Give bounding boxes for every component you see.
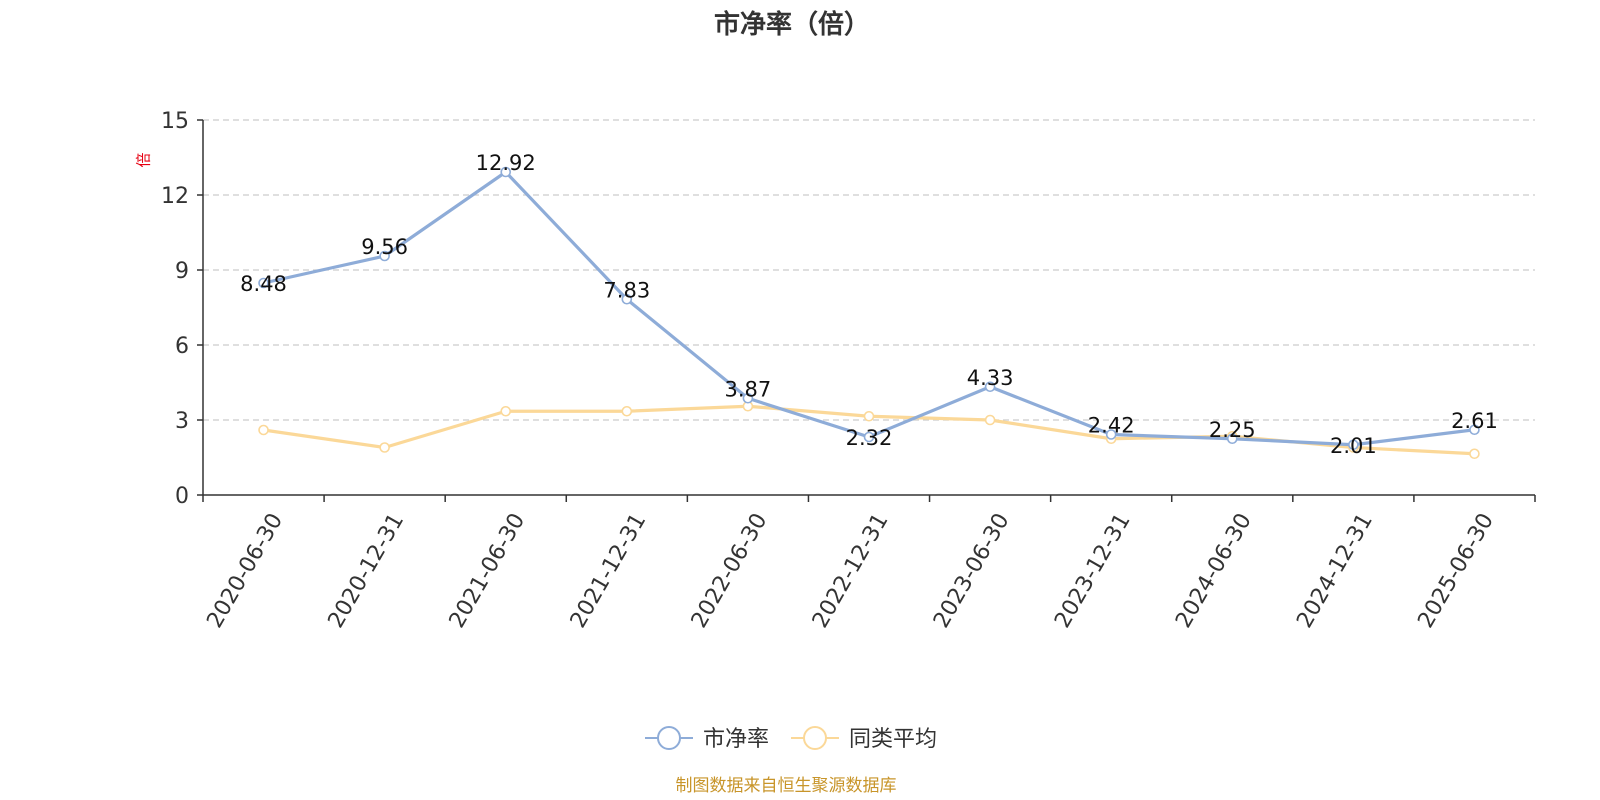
- x-tick-label: 2024-12-31: [1292, 509, 1378, 632]
- legend-label: 市净率: [703, 727, 769, 752]
- x-tick-label: 2021-12-31: [566, 509, 652, 632]
- y-axis-ticks: 0 3 6 9 12 15: [161, 109, 203, 509]
- data-point[interactable]: [984, 414, 996, 426]
- data-point[interactable]: [863, 431, 875, 443]
- legend-label: 同类平均: [849, 727, 937, 752]
- x-tick-label: 2022-06-30: [687, 509, 773, 632]
- data-point[interactable]: [500, 405, 512, 417]
- data-point[interactable]: [500, 166, 512, 178]
- data-point[interactable]: [1348, 439, 1359, 451]
- data-point[interactable]: [258, 424, 269, 436]
- data-label: 12.92: [476, 151, 536, 175]
- x-tick-label: 2023-12-31: [1050, 509, 1136, 632]
- data-label: 4.33: [967, 366, 1014, 390]
- data-label: 2.61: [1451, 409, 1498, 433]
- data-point[interactable]: [863, 410, 875, 422]
- y-tick-label: 0: [175, 484, 189, 509]
- axes: [202, 120, 1535, 496]
- y-tick-label: 12: [161, 184, 189, 209]
- data-label: 8.48: [240, 272, 287, 296]
- data-label: 7.83: [603, 278, 650, 302]
- data-point[interactable]: [1469, 448, 1480, 460]
- data-point[interactable]: [1105, 429, 1117, 440]
- x-tick-label: 2023-06-30: [929, 509, 1015, 632]
- data-point[interactable]: [258, 277, 269, 289]
- series-group: [258, 166, 1480, 460]
- series-line: [263, 170, 1475, 447]
- data-label: 3.87: [725, 377, 772, 401]
- grid-lines: [203, 119, 1535, 421]
- x-axis-ticks: 2020-06-30 2020-12-31 2021-06-30 2021-12-31…: [202, 495, 1536, 632]
- data-point[interactable]: [621, 405, 633, 417]
- x-tick-label: 2025-06-30: [1413, 509, 1499, 632]
- data-point[interactable]: [379, 442, 390, 453]
- data-label: 2.01: [1330, 434, 1377, 458]
- source-note: 制图数据来自恒生聚源数据库: [676, 776, 897, 796]
- x-tick-label: 2021-06-30: [445, 509, 531, 632]
- x-tick-label: 2020-06-30: [202, 509, 288, 632]
- data-label: 2.32: [846, 426, 893, 450]
- y-axis-unit-label: 倍: [134, 152, 152, 167]
- data-point[interactable]: [1226, 433, 1238, 445]
- data-point[interactable]: [984, 381, 996, 393]
- x-tick-label: 2024-06-30: [1171, 509, 1257, 632]
- x-tick-label: 2020-12-31: [324, 509, 410, 632]
- legend-marker-icon: [803, 726, 827, 750]
- legend[interactable]: 市净率 同类平均: [645, 726, 937, 752]
- y-tick-label: 6: [175, 334, 189, 359]
- x-tick-label: 2022-12-31: [808, 509, 894, 632]
- y-tick-label: 15: [161, 109, 189, 134]
- data-point[interactable]: [742, 392, 754, 404]
- legend-item[interactable]: 市净率: [645, 726, 769, 752]
- data-label: 2.25: [1209, 418, 1256, 442]
- data-point[interactable]: [621, 293, 633, 305]
- legend-item[interactable]: 同类平均: [791, 726, 937, 752]
- data-point[interactable]: [379, 250, 390, 262]
- data-point[interactable]: [1469, 424, 1480, 436]
- data-label: 2.42: [1088, 414, 1135, 438]
- data-label: 9.56: [361, 235, 408, 259]
- chart-title: 市净率（倍）: [714, 9, 870, 40]
- y-tick-label: 3: [175, 409, 189, 434]
- legend-marker-icon: [657, 726, 681, 750]
- data-labels: 8.48 9.56 12.92 7.83 3.87 2.32 4.33 2.42 2.25 2.0…: [240, 151, 1498, 458]
- y-tick-label: 9: [175, 259, 189, 284]
